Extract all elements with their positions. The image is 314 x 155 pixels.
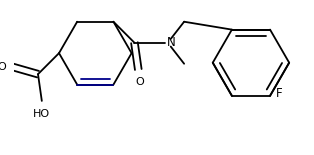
Text: N: N (167, 36, 176, 49)
Text: F: F (276, 87, 282, 100)
Text: O: O (136, 77, 144, 87)
Text: HO: HO (33, 108, 50, 119)
Text: O: O (0, 62, 7, 71)
